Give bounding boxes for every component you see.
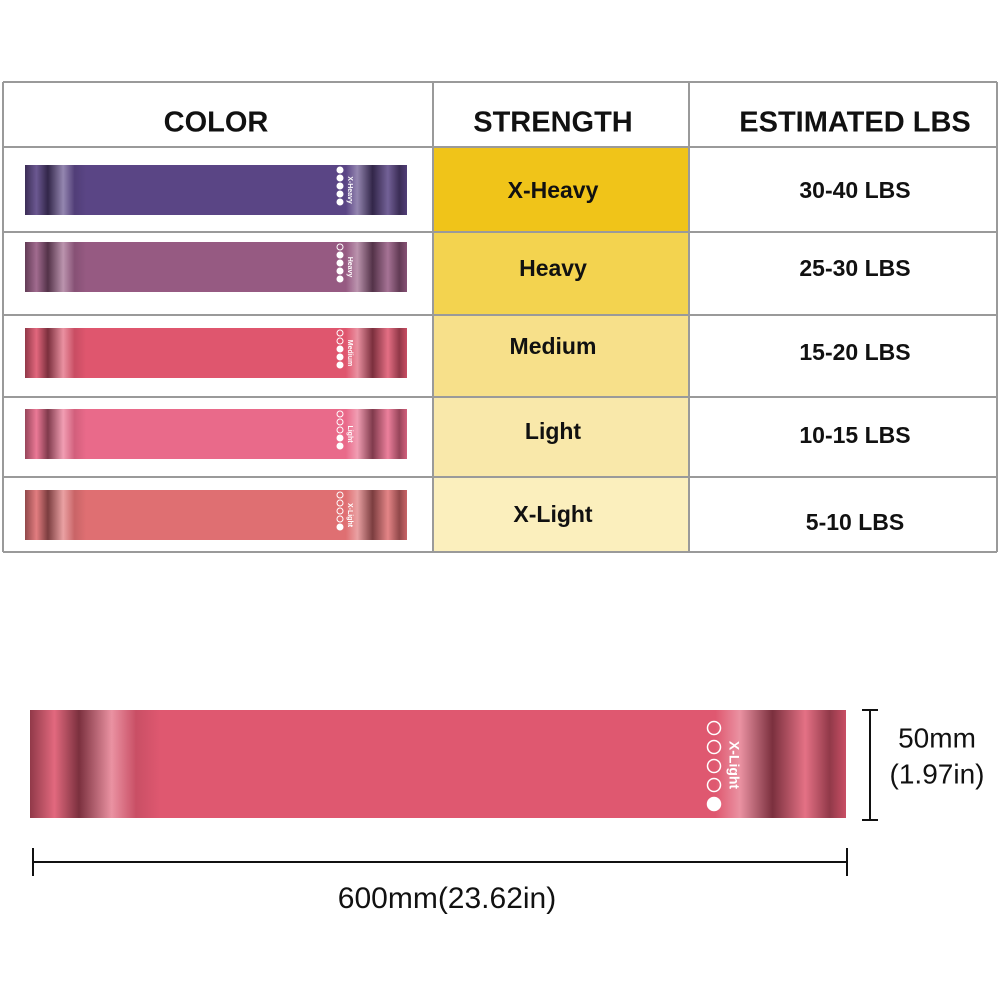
level-dot: [336, 198, 344, 206]
level-dot: [336, 337, 344, 345]
level-dot: [336, 182, 344, 190]
level-dot: [706, 758, 722, 774]
lbs: 30-40 LBS: [799, 177, 910, 203]
header-strength: STRENGTH: [473, 107, 633, 139]
lbs: 25-30 LBS: [799, 255, 910, 281]
level-dot: [336, 259, 344, 267]
level-dot: [336, 267, 344, 275]
band-label: X-Light: [726, 741, 742, 790]
level-dot: [336, 523, 344, 531]
band: [25, 165, 407, 215]
row: Heavy Heavy 25-30 LBS: [25, 242, 911, 292]
band-label: Heavy: [346, 257, 353, 278]
level-dot: [336, 190, 344, 198]
strength: Light: [525, 418, 582, 444]
level-dot: [706, 739, 722, 755]
level-dots: [336, 491, 344, 531]
strength-cell: [433, 315, 689, 397]
level-dot: [336, 251, 344, 259]
level-dot: [336, 426, 344, 434]
lbs: 10-15 LBS: [799, 422, 910, 448]
strength: X-Light: [513, 501, 593, 527]
length-label: 600mm(23.62in): [338, 882, 556, 915]
level-dot: [336, 243, 344, 251]
level-dot: [336, 434, 344, 442]
band-label: Light: [346, 425, 353, 443]
band: [25, 490, 407, 540]
level-dot: [706, 777, 722, 793]
level-dot: [336, 515, 344, 523]
level-dots: [706, 720, 722, 812]
level-dot: [336, 166, 344, 174]
strength-cell: [433, 147, 689, 232]
band-label: X-Light: [346, 503, 353, 528]
strength-cell: [433, 232, 689, 315]
strength-cell: [433, 477, 689, 552]
strength-cell: [433, 397, 689, 477]
sample: X-Light 50mm (1.97in) 600mm(23.62in): [30, 709, 985, 915]
level-dots: [336, 166, 344, 206]
level-dots: [336, 410, 344, 450]
level-dot: [336, 275, 344, 283]
level-dot: [336, 361, 344, 369]
table-grid: [2, 81, 998, 553]
strength: X-Heavy: [508, 177, 599, 203]
level-dot: [336, 499, 344, 507]
height-in-label: (1.97in): [890, 758, 985, 789]
band-label: Medium: [346, 340, 353, 366]
lbs: 5-10 LBS: [806, 509, 904, 535]
row: Light Light 10-15 LBS: [25, 409, 911, 459]
band: [25, 409, 407, 459]
row: X-Heavy X-Heavy 30-40 LBS: [25, 165, 911, 215]
level-dot: [336, 442, 344, 450]
strength: Medium: [510, 333, 597, 359]
level-dots: [336, 329, 344, 369]
header-color: COLOR: [164, 107, 269, 139]
band-label: X-Heavy: [346, 176, 353, 204]
band: [25, 242, 407, 292]
level-dot: [336, 174, 344, 182]
header-lbs: ESTIMATED LBS: [739, 107, 970, 139]
level-dot: [706, 720, 722, 736]
sample-band: [30, 710, 846, 818]
level-dot: [336, 410, 344, 418]
band: [25, 328, 407, 378]
row: Medium Medium 15-20 LBS: [25, 328, 911, 378]
level-dot: [706, 796, 722, 812]
height-label: 50mm: [898, 722, 976, 753]
strength: Heavy: [519, 255, 587, 281]
lbs: 15-20 LBS: [799, 339, 910, 365]
level-dot: [336, 353, 344, 361]
level-dot: [336, 507, 344, 515]
level-dot: [336, 418, 344, 426]
level-dot: [336, 329, 344, 337]
level-dot: [336, 491, 344, 499]
level-dot: [336, 345, 344, 353]
row: X-Light X-Light 5-10 LBS: [25, 490, 904, 540]
level-dots: [336, 243, 344, 283]
